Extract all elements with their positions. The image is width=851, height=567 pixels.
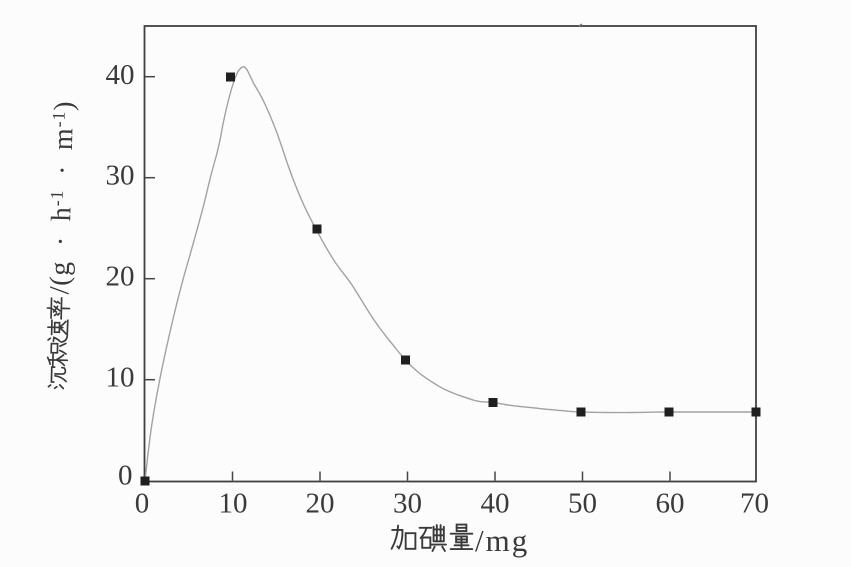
- svg-text:10: 10: [106, 361, 135, 393]
- svg-text:50: 50: [568, 488, 597, 520]
- svg-text:0: 0: [135, 488, 150, 520]
- svg-text:30: 30: [106, 159, 135, 191]
- svg-text:10: 10: [219, 488, 248, 520]
- svg-text:40: 40: [106, 59, 135, 91]
- svg-text:/(g · h-1 · m-1): /(g · h-1 · m-1): [44, 100, 80, 294]
- svg-text:20: 20: [106, 260, 135, 292]
- svg-text:60: 60: [656, 488, 685, 520]
- svg-text:20: 20: [306, 488, 335, 520]
- svg-text:0: 0: [118, 460, 133, 492]
- svg-text:/mg: /mg: [475, 523, 529, 558]
- svg-text:70: 70: [740, 488, 769, 520]
- svg-text:40: 40: [481, 488, 510, 520]
- svg-text:30: 30: [393, 488, 422, 520]
